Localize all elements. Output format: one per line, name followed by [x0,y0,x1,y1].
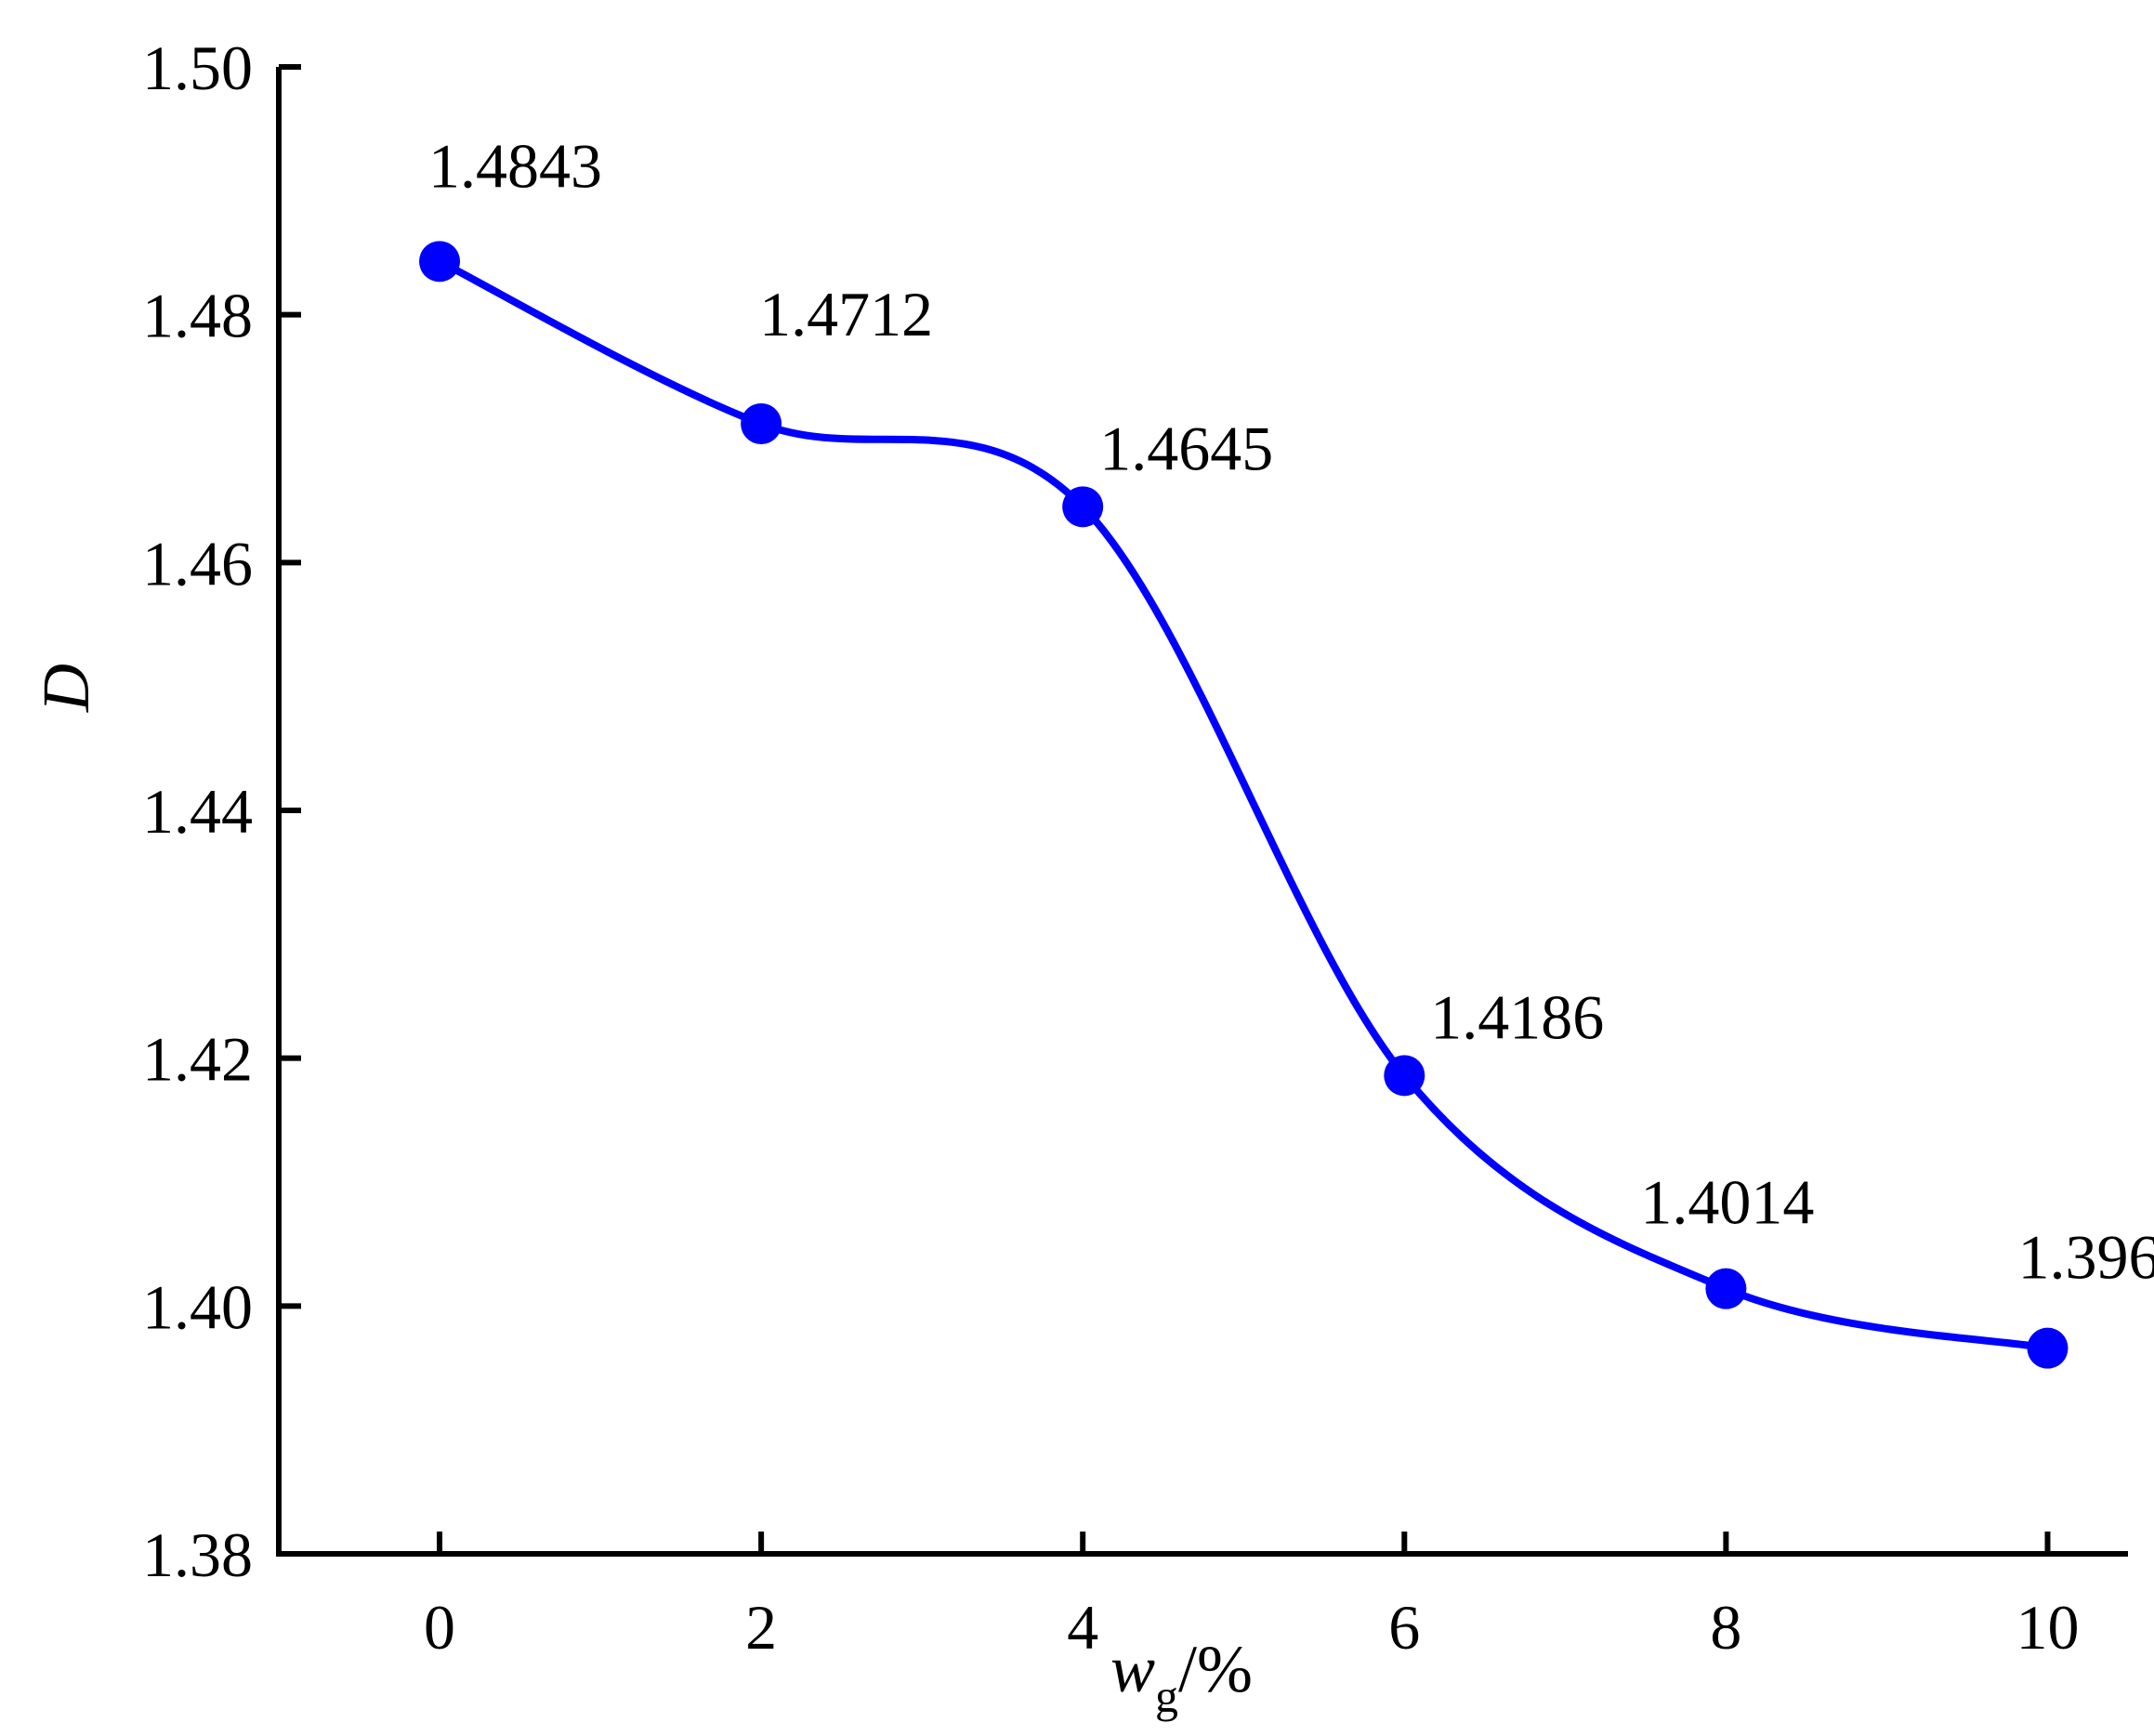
x-axis-label: wg/% [1110,1632,1253,1722]
data-point-5 [2027,1327,2069,1369]
y-tick-label-0: 1.38 [142,1519,253,1590]
x-tick-label-1: 2 [745,1592,777,1663]
data-label-3: 1.4186 [1430,981,1604,1052]
data-point-0 [419,241,461,283]
y-ticks: 1.38 1.40 1.42 1.44 1.46 1.48 1.50 [142,33,301,1590]
data-point-1 [741,403,782,444]
x-tick-label-0: 0 [424,1592,455,1663]
y-tick-label-6: 1.50 [142,33,253,103]
data-points [419,241,2069,1369]
y-tick-label-1: 1.40 [142,1271,253,1342]
x-tick-label-5: 10 [2016,1592,2079,1663]
data-point-4 [1705,1268,1747,1309]
data-label-4: 1.4014 [1640,1167,1814,1238]
y-tick-label-5: 1.48 [142,281,253,351]
y-tick-label-4: 1.46 [142,528,253,598]
data-point-3 [1384,1055,1425,1097]
x-axis-label-subscript: g [1155,1670,1178,1722]
data-point-2 [1062,486,1104,528]
y-axis-label: D [29,664,103,713]
data-label-2: 1.4645 [1099,413,1273,483]
x-axis-label-suffix: /% [1178,1632,1253,1706]
x-tick-label-3: 6 [1388,1592,1420,1663]
x-axis-label-main: w [1110,1632,1155,1706]
data-label-0: 1.4843 [428,130,602,201]
x-ticks: 0 2 4 6 8 10 [424,1532,2079,1663]
x-tick-label-4: 8 [1710,1592,1741,1663]
x-tick-label-2: 4 [1067,1592,1098,1663]
data-labels: 1.4843 1.4712 1.4645 1.4186 1.4014 1.3966 [428,130,2154,1292]
data-label-5: 1.3966 [2017,1222,2154,1293]
y-tick-label-3: 1.44 [142,776,253,847]
data-label-1: 1.4712 [759,279,933,349]
y-tick-label-2: 1.42 [142,1024,253,1095]
axes [276,67,2128,1557]
